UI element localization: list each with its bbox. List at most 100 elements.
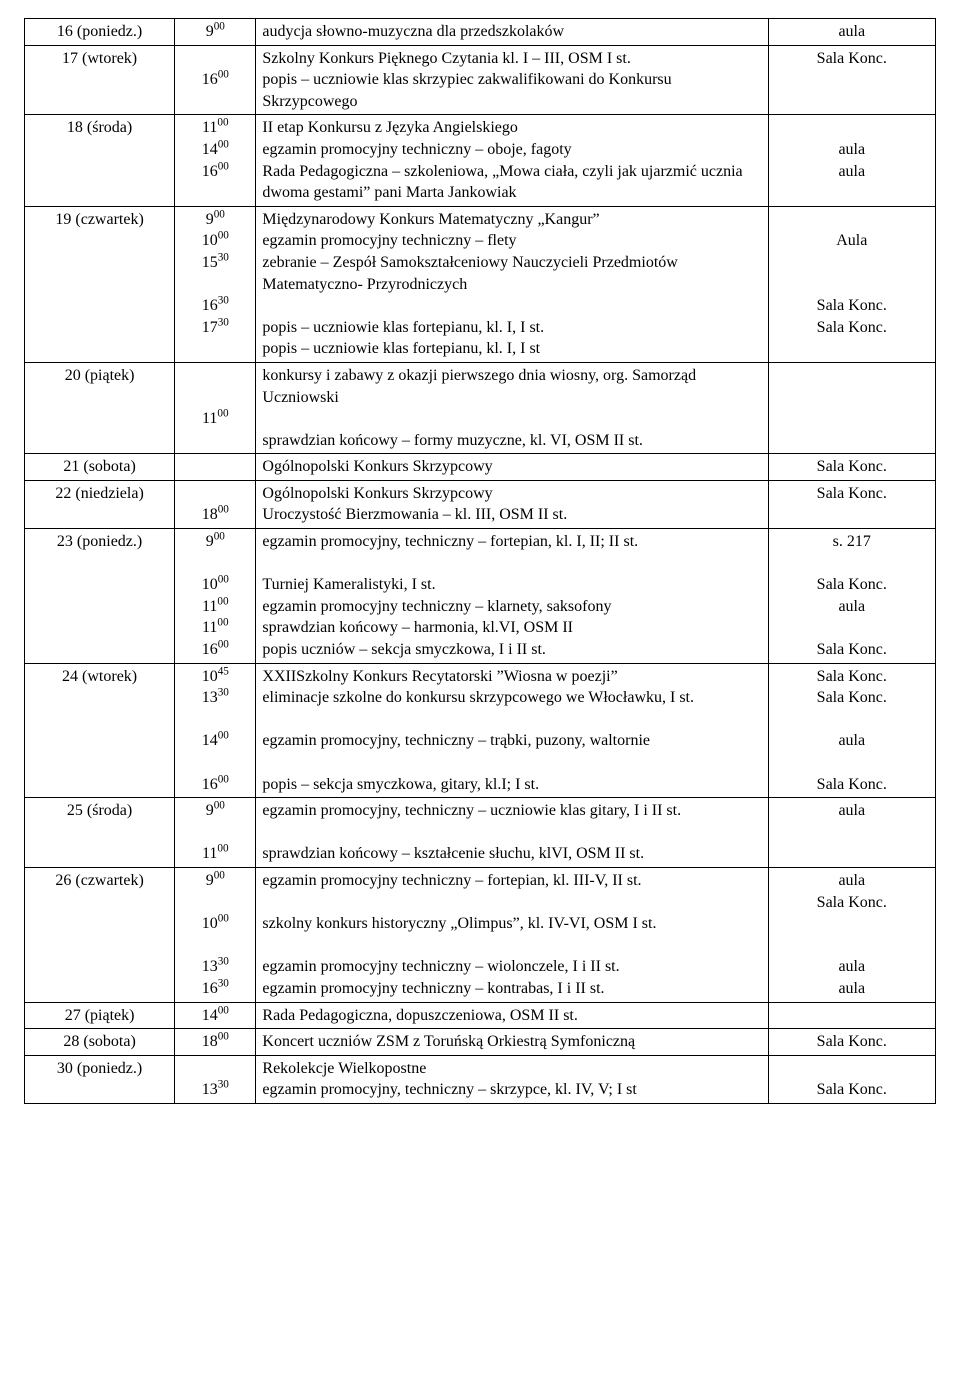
description-line: audycja słowno-muzyczna dla przedszkolak…	[262, 21, 761, 43]
time-entry: 1330	[181, 956, 249, 978]
date-cell: 27 (piątek)	[25, 1002, 175, 1029]
time-entry: 1330	[181, 1079, 249, 1101]
table-row: 30 (poniedz.) 1330Rekolekcje Wielkopostn…	[25, 1055, 936, 1103]
time-entry	[181, 387, 249, 409]
location-entry: Sala Konc.	[775, 1079, 929, 1101]
location-cell	[768, 362, 935, 453]
date-cell: 17 (wtorek)	[25, 45, 175, 115]
description-cell: audycja słowno-muzyczna dla przedszkolak…	[256, 19, 768, 46]
time-entry	[181, 892, 249, 914]
location-entry: aula	[775, 870, 929, 892]
date-cell: 16 (poniedz.)	[25, 19, 175, 46]
location-entry: Sala Konc.	[775, 666, 929, 688]
table-row: 23 (poniedz.)900 1000110011001600egzamin…	[25, 529, 936, 664]
location-entry	[775, 252, 929, 274]
location-entry: Sala Konc.	[775, 574, 929, 596]
time-cell: 1800	[175, 1029, 256, 1056]
time-entry	[181, 553, 249, 575]
description-line	[262, 408, 761, 430]
description-line: Uroczystość Bierzmowania – kl. III, OSM …	[262, 504, 761, 526]
description-cell: Szkolny Konkurs Pięknego Czytania kl. I …	[256, 45, 768, 115]
date-cell: 21 (sobota)	[25, 454, 175, 481]
table-row: 28 (sobota)1800Koncert uczniów ZSM z Tor…	[25, 1029, 936, 1056]
time-entry: 1630	[181, 295, 249, 317]
date-cell: 26 (czwartek)	[25, 867, 175, 1002]
time-cell: 1600	[175, 45, 256, 115]
location-entry	[775, 935, 929, 957]
description-cell: Rada Pedagogiczna, dopuszczeniowa, OSM I…	[256, 1002, 768, 1029]
description-line	[262, 935, 761, 957]
time-cell: 1800	[175, 480, 256, 528]
location-entry: aula	[775, 161, 929, 183]
location-cell: Sala Konc.	[768, 1055, 935, 1103]
description-line: Rekolekcje Wielkopostne	[262, 1058, 761, 1080]
description-line: Rada Pedagogiczna – szkoleniowa, „Mowa c…	[262, 161, 761, 204]
date-cell: 28 (sobota)	[25, 1029, 175, 1056]
location-entry	[775, 913, 929, 935]
description-line: konkursy i zabawy z okazji pierwszego dn…	[262, 365, 761, 408]
date-cell: 25 (środa)	[25, 798, 175, 868]
location-entry: Sala Konc.	[775, 774, 929, 796]
description-line	[262, 822, 761, 844]
time-cell: 900	[175, 19, 256, 46]
description-line	[262, 553, 761, 575]
description-line	[262, 295, 761, 317]
location-entry: Sala Konc.	[775, 317, 929, 339]
time-entry: 900	[181, 531, 249, 553]
description-line: egzamin promocyjny techniczny – fortepia…	[262, 870, 761, 892]
location-entry: aula	[775, 139, 929, 161]
time-entry: 1000	[181, 230, 249, 252]
time-cell	[175, 454, 256, 481]
description-cell: egzamin promocyjny techniczny – fortepia…	[256, 867, 768, 1002]
table-row: 19 (czwartek)90010001530 16301730Międzyn…	[25, 206, 936, 362]
description-line: zebranie – Zespół Samokształceniowy Nauc…	[262, 252, 761, 295]
location-cell: Sala Konc.	[768, 454, 935, 481]
time-entry: 1630	[181, 978, 249, 1000]
time-entry: 900	[181, 209, 249, 231]
description-line: eliminacje szkolne do konkursu skrzypcow…	[262, 687, 761, 709]
time-cell: 90010001530 16301730	[175, 206, 256, 362]
location-entry	[775, 117, 929, 139]
description-cell: Koncert uczniów ZSM z Toruńską Orkiestrą…	[256, 1029, 768, 1056]
time-entry	[181, 48, 249, 70]
time-cell: 900 1000 13301630	[175, 867, 256, 1002]
time-entry: 900	[181, 870, 249, 892]
description-line: szkolny konkurs historyczny „Olimpus”, k…	[262, 913, 761, 935]
time-entry	[181, 822, 249, 844]
description-line: Ogólnopolski Konkurs Skrzypcowy	[262, 456, 761, 478]
table-row: 26 (czwartek)900 1000 13301630egzamin pr…	[25, 867, 936, 1002]
location-entry: Sala Konc.	[775, 456, 929, 478]
time-cell: 900 1100	[175, 798, 256, 868]
description-line: Ogólnopolski Konkurs Skrzypcowy	[262, 483, 761, 505]
description-line	[262, 752, 761, 774]
time-entry	[181, 709, 249, 731]
time-entry: 1100	[181, 843, 249, 865]
time-entry: 1600	[181, 774, 249, 796]
time-entry: 1000	[181, 574, 249, 596]
time-entry	[181, 274, 249, 296]
description-line: egzamin promocyjny techniczny – kontraba…	[262, 978, 761, 1000]
time-entry: 1000	[181, 913, 249, 935]
table-row: 20 (piątek) 1100konkursy i zabawy z okaz…	[25, 362, 936, 453]
date-cell: 19 (czwartek)	[25, 206, 175, 362]
date-cell: 24 (wtorek)	[25, 663, 175, 798]
location-entry: Aula	[775, 230, 929, 252]
time-entry	[181, 365, 249, 387]
description-line: sprawdzian końcowy – kształcenie słuchu,…	[262, 843, 761, 865]
location-entry: aula	[775, 800, 929, 822]
schedule-body: 16 (poniedz.)900audycja słowno-muzyczna …	[25, 19, 936, 1104]
time-entry	[181, 483, 249, 505]
table-row: 18 (środa)110014001600II etap Konkursu z…	[25, 115, 936, 206]
date-cell: 18 (środa)	[25, 115, 175, 206]
time-cell: 900 1000110011001600	[175, 529, 256, 664]
time-entry: 1100	[181, 408, 249, 430]
location-cell: Aula Sala Konc.Sala Konc.	[768, 206, 935, 362]
location-entry: Sala Konc.	[775, 48, 929, 70]
location-cell: Sala Konc.Sala Konc. aula Sala Konc.	[768, 663, 935, 798]
date-cell: 22 (niedziela)	[25, 480, 175, 528]
location-entry: Sala Konc.	[775, 295, 929, 317]
location-entry	[775, 274, 929, 296]
time-entry: 1600	[181, 639, 249, 661]
time-entry: 1045	[181, 666, 249, 688]
location-entry	[775, 553, 929, 575]
